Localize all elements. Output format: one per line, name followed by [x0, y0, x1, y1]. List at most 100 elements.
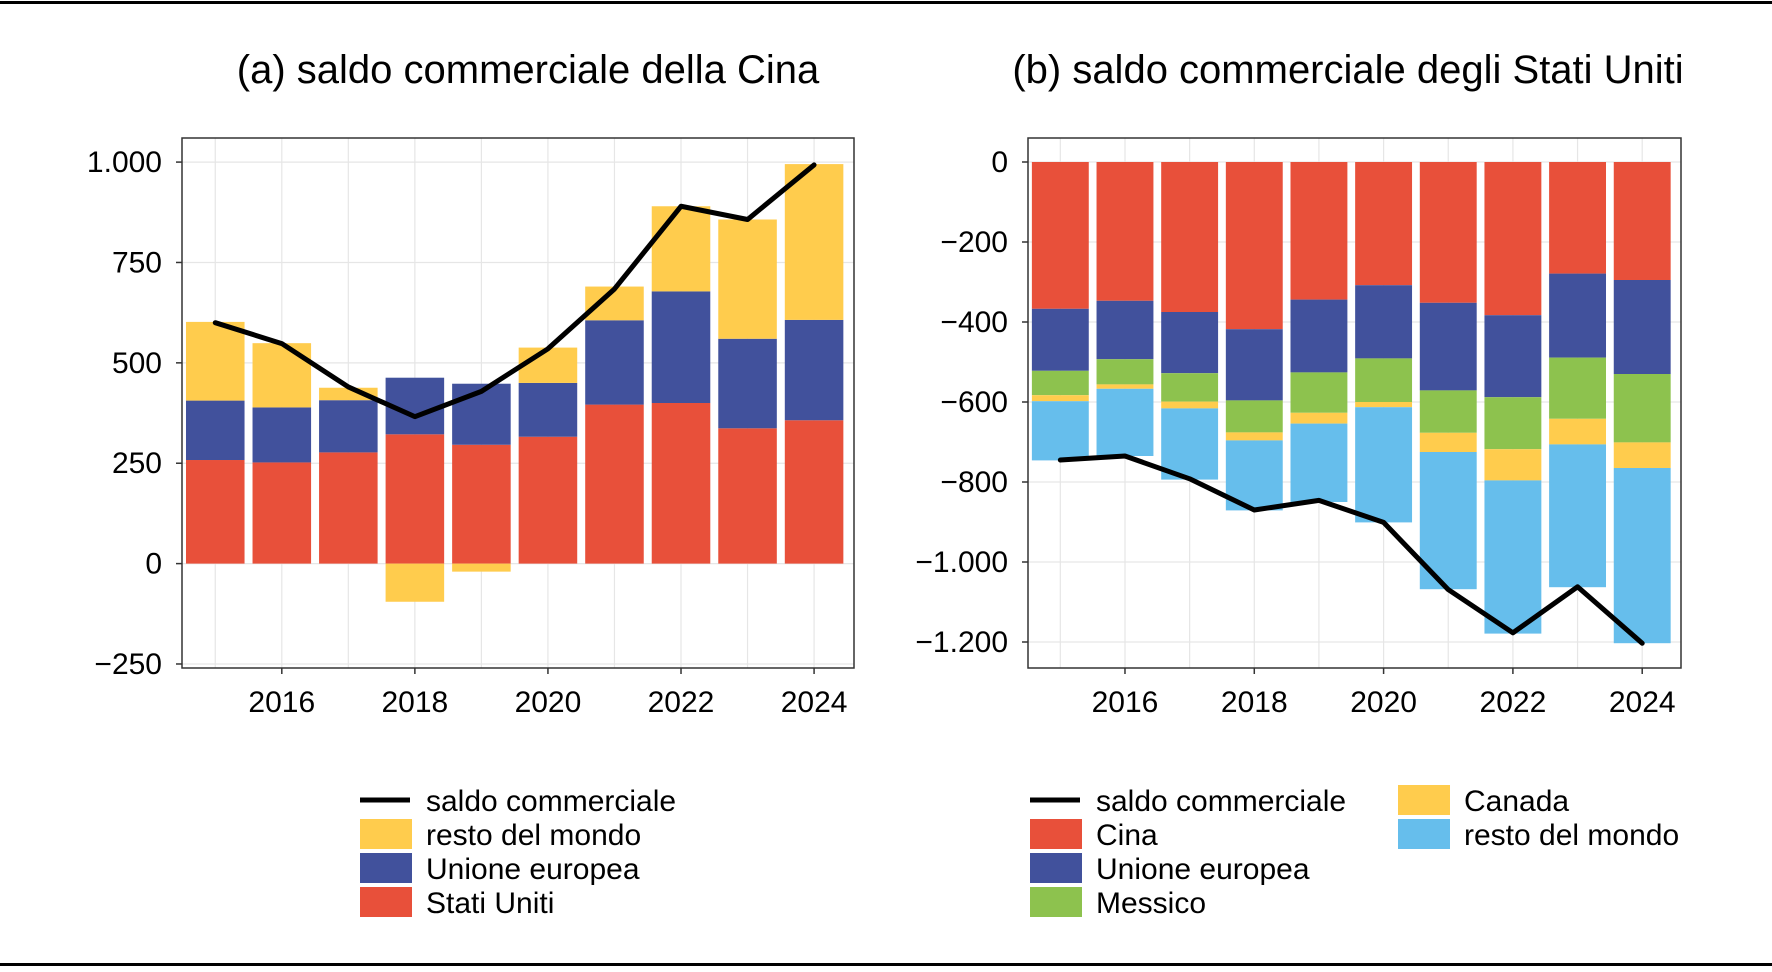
bar-segment-unione-europea — [651, 291, 711, 403]
plot-frame — [1027, 137, 1682, 669]
bar-segment-cina — [1031, 162, 1089, 309]
x-tick-label: 2022 — [1480, 686, 1547, 719]
bar-segment-resto-del-mondo — [1613, 468, 1671, 644]
x-tick-label: 2024 — [781, 686, 848, 719]
bars — [1031, 162, 1671, 644]
bar-segment-canada — [1484, 449, 1542, 481]
legend-key-box — [1030, 853, 1082, 883]
chart-title: (a) saldo commerciale della Cina — [237, 48, 820, 92]
y-tick-label: −1.000 — [915, 546, 1008, 579]
bar-segment-canada — [1290, 412, 1348, 424]
legend-label: Cina — [1096, 819, 1158, 852]
legend-label: Canada — [1464, 785, 1569, 818]
bar-segment-resto-del-mondo — [518, 347, 578, 383]
legend-label: saldo commerciale — [1096, 785, 1346, 818]
bar-segment-unione-europea — [319, 400, 378, 453]
bar-segment-unione-europea — [1613, 280, 1671, 374]
y-tick-label: −400 — [940, 306, 1008, 339]
top-rule — [0, 1, 1772, 4]
bar-segment-unione-europea — [1549, 273, 1607, 358]
x-tick-label: 2016 — [248, 686, 315, 719]
bar-segment-stati-uniti — [452, 444, 511, 564]
series-line-saldo-commerciale — [1057, 453, 1645, 646]
bar-segment-canada — [1161, 401, 1219, 409]
bar-segment-messico — [1613, 374, 1671, 443]
y-tick-label: 0 — [145, 548, 162, 581]
legend-label: saldo commerciale — [426, 785, 676, 818]
bar-segment-canada — [1225, 432, 1283, 441]
bar-segment-canada — [1549, 418, 1607, 445]
bar-segment-cina — [1613, 162, 1671, 280]
bar-segment-unione-europea — [1355, 285, 1413, 359]
bar-segment-messico — [1031, 370, 1089, 396]
bar-segment-canada — [1419, 432, 1477, 452]
bar-segment-cina — [1484, 162, 1542, 316]
bar-segment-cina — [1355, 162, 1413, 286]
bar-segment-resto-del-mondo — [185, 321, 245, 401]
bar-segment-stati-uniti — [252, 462, 312, 564]
bottom-rule — [0, 963, 1772, 966]
bar-segment-stati-uniti — [385, 434, 445, 564]
bar-segment-stati-uniti — [319, 452, 378, 564]
bar-segment-unione-europea — [1031, 308, 1089, 371]
x-tick-label: 2022 — [648, 686, 715, 719]
bar-segment-messico — [1355, 358, 1413, 402]
bar-segment-resto-del-mondo — [1355, 407, 1413, 523]
bar-segment-stati-uniti — [651, 403, 711, 564]
chart-panel-b: (b) saldo commerciale degli Stati Uniti 0… — [915, 48, 1683, 920]
bar-segment-unione-europea — [1290, 299, 1348, 373]
bar-segment-canada — [1613, 442, 1671, 468]
x-tick-label: 2020 — [515, 686, 582, 719]
bar-segment-cina — [1549, 162, 1607, 274]
bar-segment-unione-europea — [585, 320, 644, 405]
legend-label: resto del mondo — [426, 819, 641, 852]
bar-segment-unione-europea — [1161, 312, 1219, 374]
x-tick-label: 2018 — [1221, 686, 1288, 719]
bar-segment-canada — [1031, 395, 1089, 402]
bar-segment-resto-del-mondo — [452, 563, 511, 572]
chart-panel-a: (a) saldo commerciale della Cina −250 0 250… — [87, 48, 855, 920]
legend-key-box — [1030, 819, 1082, 849]
y-tick-label: −800 — [940, 466, 1008, 499]
bar-segment-resto-del-mondo — [718, 219, 777, 339]
bar-segment-resto-del-mondo — [1031, 401, 1089, 461]
bar-segment-unione-europea — [1484, 315, 1542, 398]
x-tick-label: 2018 — [381, 686, 448, 719]
y-tick-label: −600 — [940, 386, 1008, 419]
y-tick-label: 0 — [991, 146, 1008, 179]
bar-segment-stati-uniti — [585, 404, 644, 564]
bar-segment-stati-uniti — [718, 428, 777, 564]
legend-key-box — [1030, 887, 1082, 917]
y-tick-label: 750 — [112, 246, 162, 279]
bar-segment-resto-del-mondo — [1549, 444, 1607, 588]
legend-label: Unione europea — [426, 853, 640, 886]
bar-segment-cina — [1225, 162, 1283, 330]
bar-segment-unione-europea — [1419, 302, 1477, 391]
bar-segment-cina — [1161, 162, 1219, 312]
bar-segment-messico — [1484, 397, 1542, 450]
legend-label: Messico — [1096, 887, 1206, 920]
bar-segment-resto-del-mondo — [385, 563, 445, 602]
bar-segment-resto-del-mondo — [784, 164, 844, 320]
series-line-saldo-commerciale — [212, 162, 817, 420]
x-tick-label: 2020 — [1350, 686, 1417, 719]
bar-segment-canada — [1096, 384, 1154, 389]
bar-segment-resto-del-mondo — [1161, 408, 1219, 480]
bar-segment-unione-europea — [718, 338, 777, 429]
bar-segment-messico — [1161, 373, 1219, 402]
legend-key-box — [1398, 785, 1450, 815]
bar-segment-resto-del-mondo — [1290, 423, 1348, 502]
bar-segment-unione-europea — [1096, 300, 1154, 360]
y-tick-label: 500 — [112, 347, 162, 380]
bar-segment-stati-uniti — [784, 420, 844, 564]
bar-segment-unione-europea — [185, 400, 245, 461]
plot-frame — [181, 137, 855, 669]
bar-segment-messico — [1290, 372, 1348, 413]
legend-key-box — [360, 853, 412, 883]
y-tick-label: −250 — [94, 648, 162, 681]
bar-segment-resto-del-mondo — [252, 343, 312, 408]
legend-label: resto del mondo — [1464, 819, 1679, 852]
legend-label: Stati Uniti — [426, 887, 554, 920]
